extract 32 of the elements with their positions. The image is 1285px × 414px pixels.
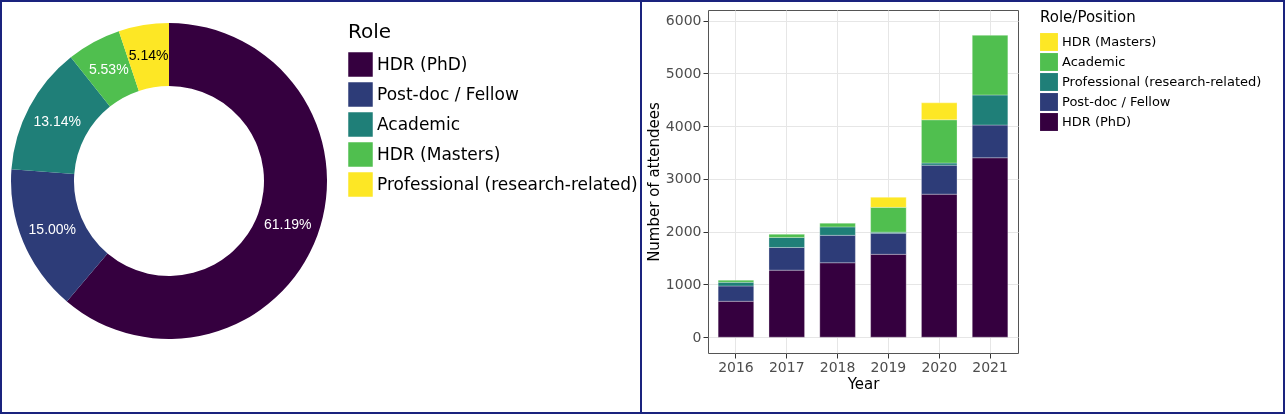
legend-label: HDR (PhD) xyxy=(1062,114,1132,129)
legend-label: Academic xyxy=(377,113,460,134)
legend-title: Role xyxy=(348,19,392,43)
data-label: 5.14% xyxy=(128,47,169,64)
legend-label: Academic xyxy=(1062,54,1126,69)
legend-label: Professional (research-related) xyxy=(1062,74,1262,89)
legend-label: Professional (research-related) xyxy=(377,173,638,194)
legend-label: Post-doc / Fellow xyxy=(1062,94,1171,109)
legend-title: Role/Position xyxy=(1040,8,1136,26)
x-axis-title: Year xyxy=(846,374,881,393)
y-tick-label: 0 xyxy=(692,328,702,345)
x-tick-label: 2018 xyxy=(819,358,856,375)
x-tick-label: 2019 xyxy=(870,358,907,375)
x-tick-label: 2017 xyxy=(768,358,805,375)
legend-label: HDR (PhD) xyxy=(377,53,468,74)
y-tick-label: 3000 xyxy=(665,170,702,187)
y-tick-label: 2000 xyxy=(665,223,702,240)
data-label: 61.19% xyxy=(264,215,312,232)
legend-label: HDR (Masters) xyxy=(1062,34,1157,49)
y-tick-label: 1000 xyxy=(665,275,702,292)
legend-label: Post-doc / Fellow xyxy=(377,83,519,104)
data-label: 5.53% xyxy=(88,60,129,77)
x-tick-label: 2021 xyxy=(972,358,1008,375)
y-axis-title: Number of attendees xyxy=(644,101,663,262)
y-tick-label: 4000 xyxy=(665,117,702,134)
legend-label: HDR (Masters) xyxy=(377,143,501,164)
y-tick-label: 5000 xyxy=(665,64,702,81)
x-tick-label: 2016 xyxy=(718,358,754,375)
data-label: 15.00% xyxy=(28,220,77,237)
x-tick-label: 2020 xyxy=(921,358,958,375)
y-tick-label: 6000 xyxy=(665,12,702,29)
data-label: 13.14% xyxy=(33,112,81,129)
